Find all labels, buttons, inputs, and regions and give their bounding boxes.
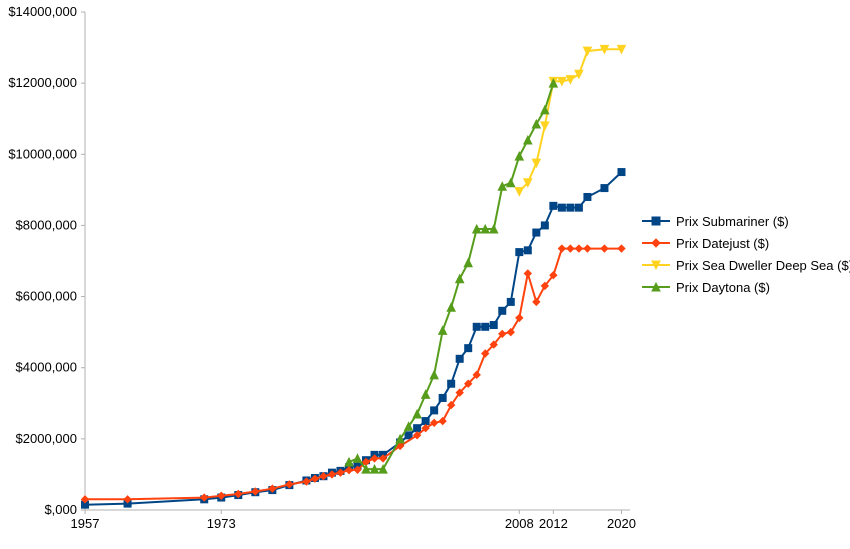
y-axis-label: $4000,000 [16, 360, 77, 375]
x-axis-label: 1973 [207, 516, 236, 531]
legend-label: Prix Daytona ($) [676, 280, 770, 295]
legend-item: Prix Submariner ($) [642, 210, 850, 232]
y-axis-label: $,000 [44, 502, 77, 517]
x-axis-label: 2008 [505, 516, 534, 531]
y-axis-label: $10000,000 [8, 146, 77, 161]
legend-item: Prix Daytona ($) [642, 276, 850, 298]
y-axis-label: $12000,000 [8, 75, 77, 90]
legend: Prix Submariner ($) Prix Datejust ($) Prix… [642, 210, 850, 298]
legend-swatch [642, 236, 670, 250]
legend-item: Prix Sea Dweller Deep Sea ($) [642, 254, 850, 276]
x-axis-label: 1957 [71, 516, 100, 531]
legend-swatch [642, 258, 670, 272]
y-axis-label: $2000,000 [16, 431, 77, 446]
y-axis-label: $6000,000 [16, 289, 77, 304]
legend-item: Prix Datejust ($) [642, 232, 850, 254]
x-axis-label: 2020 [607, 516, 636, 531]
y-axis-label: $14000,000 [8, 4, 77, 19]
series-3 [345, 79, 557, 473]
legend-label: Prix Sea Dweller Deep Sea ($) [676, 258, 850, 273]
legend-label: Prix Datejust ($) [676, 236, 769, 251]
series-0 [82, 169, 625, 509]
series-2 [515, 45, 625, 195]
legend-label: Prix Submariner ($) [676, 214, 789, 229]
legend-swatch [642, 280, 670, 294]
legend-swatch [642, 214, 670, 228]
chart-container: $,000 $2000,000 $4000,000 $6000,000 $8000,00… [0, 0, 850, 549]
x-axis-label: 2012 [539, 516, 568, 531]
series-1 [82, 245, 625, 503]
y-axis-label: $8000,000 [16, 217, 77, 232]
